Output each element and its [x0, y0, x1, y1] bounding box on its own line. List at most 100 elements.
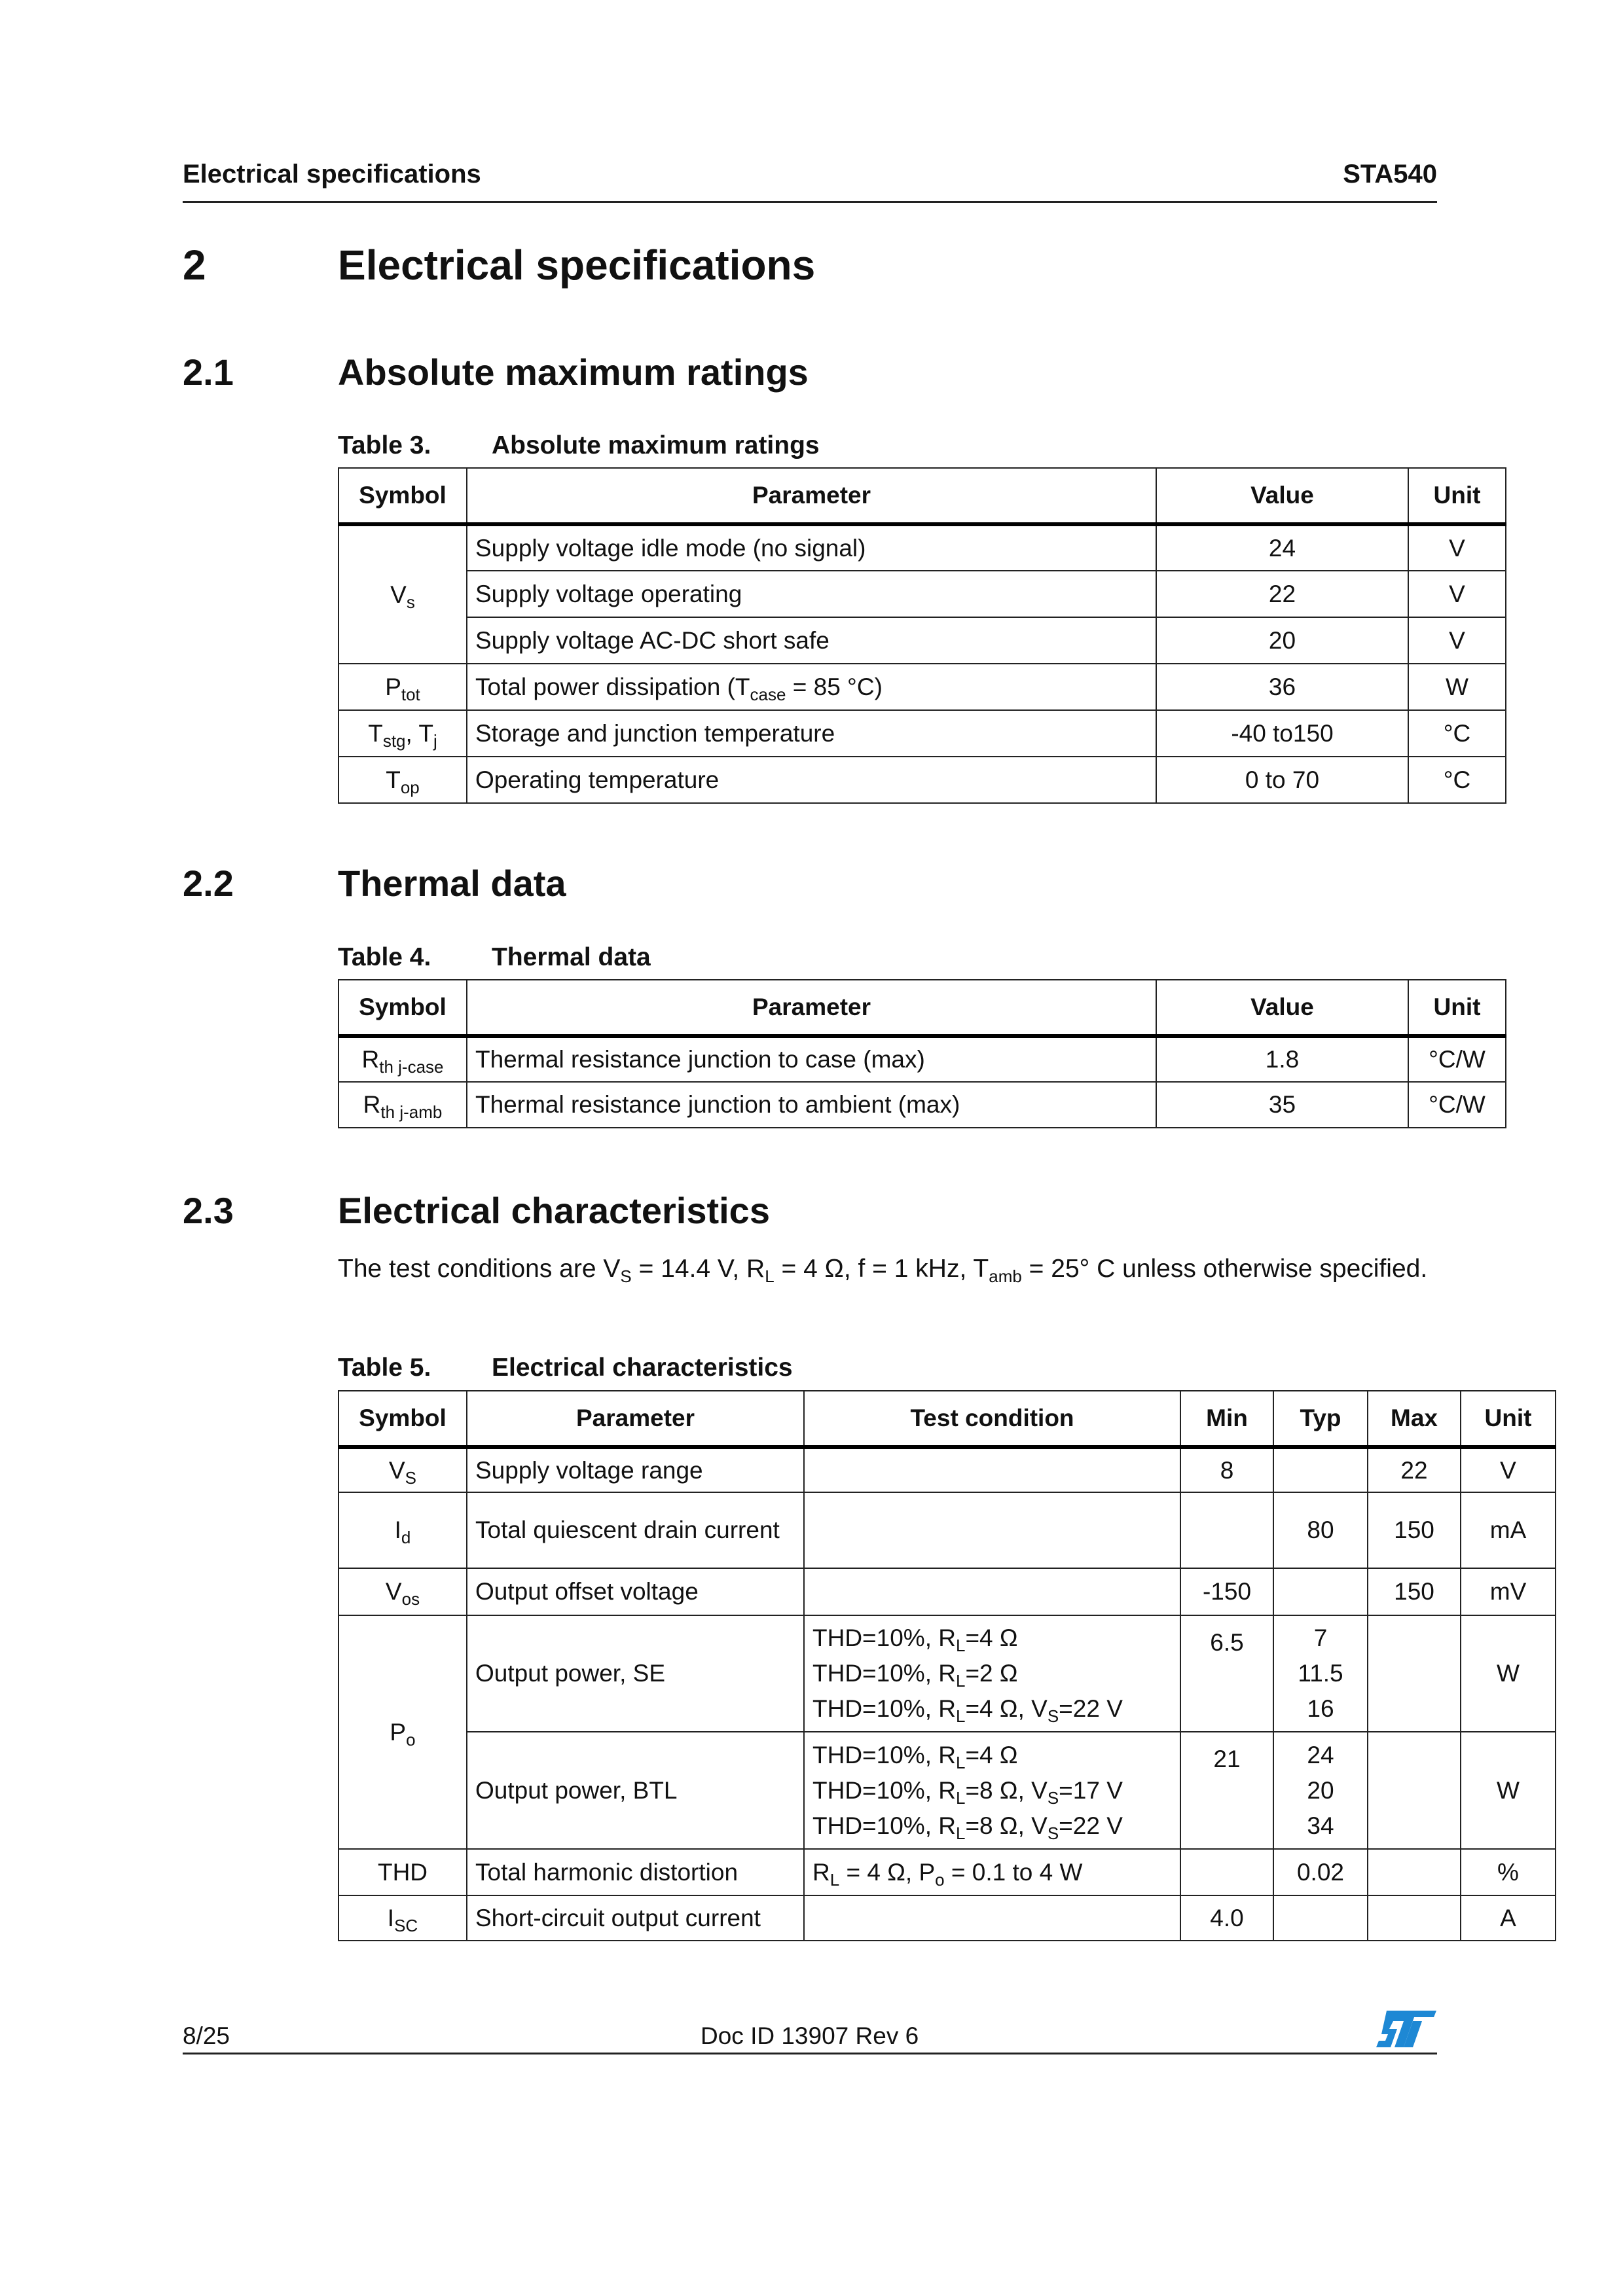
text-run: , T: [405, 719, 434, 747]
text-run: Supply voltage idle mode (no signal): [475, 534, 866, 562]
typ-value: 11.5: [1298, 1660, 1343, 1687]
unit-cell: V: [1460, 1446, 1556, 1493]
parameter-cell: Total harmonic distortion: [466, 1848, 805, 1896]
parameter-cell: Thermal resistance junction to case (max…: [466, 1035, 1157, 1083]
column-header: Symbol: [338, 979, 467, 1038]
text-run: =4 Ω: [965, 1624, 1018, 1651]
parameter-cell: Total power dissipation (Tcase = 85 °C): [466, 663, 1157, 711]
subscript: L: [830, 1869, 840, 1890]
text-run: R: [363, 1091, 381, 1118]
section-number: 2.3: [183, 1190, 234, 1231]
unit-cell: W: [1408, 663, 1506, 711]
subscript: L: [955, 1787, 966, 1808]
column-header: Unit: [1460, 1390, 1556, 1449]
text-run: Supply voltage operating: [475, 580, 742, 607]
condition-line: THD=10%, RL=4 Ω, VS=22 V: [812, 1691, 1172, 1727]
text-run: =17 V: [1059, 1776, 1123, 1804]
value-cell: 36: [1156, 663, 1409, 711]
table3-title: Absolute maximum ratings: [492, 431, 820, 459]
column-header: Typ: [1273, 1390, 1368, 1449]
condition-line: THD=10%, RL=2 Ω: [812, 1656, 1172, 1691]
subscript: SC: [394, 1915, 418, 1935]
header-rule: [183, 201, 1437, 203]
symbol-cell: ISC: [338, 1895, 467, 1941]
text-run: = 0.1 to 4 W: [944, 1858, 1083, 1886]
table-row: ISC Short-circuit output current 4.0 A: [338, 1895, 1556, 1941]
text-run: I: [387, 1904, 395, 1931]
condition-line: THD=10%, RL=4 Ω: [812, 1738, 1172, 1773]
parameter-cell: Output power, SE: [466, 1615, 805, 1732]
text-run: =22 V: [1059, 1695, 1123, 1722]
value-cell: 0 to 70: [1156, 756, 1409, 804]
unit-cell: A: [1460, 1895, 1556, 1941]
table4-title: Thermal data: [492, 943, 651, 971]
min-cell: 21: [1180, 1731, 1274, 1850]
max-cell: [1367, 1848, 1461, 1896]
unit-cell: mA: [1460, 1492, 1556, 1569]
parameter-cell: Supply voltage range: [466, 1446, 805, 1493]
parameter-cell: Supply voltage operating: [466, 570, 1157, 618]
text-run: P: [385, 673, 401, 700]
table-row: VS Supply voltage range 8 22 V: [338, 1446, 1556, 1493]
subscript: S: [620, 1266, 632, 1286]
subscript: L: [955, 1752, 966, 1772]
text-run: P: [390, 1718, 407, 1746]
table-row: Rth j-case Thermal resistance junction to…: [338, 1035, 1506, 1083]
text-run: =8 Ω, V: [965, 1776, 1048, 1804]
typ-value: 0.02: [1296, 1858, 1344, 1886]
table-row: Output power, BTL THD=10%, RL=4 Ω THD=10%,…: [338, 1731, 1556, 1850]
text-run: I: [394, 1516, 401, 1543]
chapter-title: Electrical specifications: [338, 242, 816, 289]
text-run: THD=10%, R: [812, 1695, 956, 1722]
header-row: Symbol Parameter Value Unit: [338, 467, 1506, 526]
table-row: Top Operating temperature 0 to 70 °C: [338, 756, 1506, 804]
subscript: th j-amb: [380, 1102, 443, 1122]
section-number: 2.2: [183, 863, 234, 904]
symbol-cell: Rth j-case: [338, 1035, 467, 1083]
typ-value: 16: [1307, 1695, 1334, 1722]
header-row: Symbol Parameter Value Unit: [338, 979, 1506, 1038]
test-condition-cell: [803, 1446, 1181, 1493]
parameter-cell: Total quiescent drain current: [466, 1492, 805, 1569]
subscript: j: [433, 730, 437, 751]
parameter-cell: Operating temperature: [466, 756, 1157, 804]
parameter-cell: Storage and junction temperature: [466, 709, 1157, 757]
table-row: Supply voltage AC-DC short safe 20 V: [338, 617, 1506, 664]
max-cell: [1367, 1615, 1461, 1732]
subscript: s: [406, 592, 415, 612]
typ-value: 80: [1307, 1516, 1334, 1543]
value-cell: -40 to150: [1156, 709, 1409, 757]
unit-cell: V: [1408, 617, 1506, 664]
unit-cell: °C/W: [1408, 1035, 1506, 1083]
subscript: amb: [989, 1266, 1022, 1286]
symbol-cell: Tstg, Tj: [338, 709, 467, 757]
parameter-cell: Short-circuit output current: [466, 1895, 805, 1941]
text-run: = 85 °C): [786, 673, 883, 700]
typ-value: 24: [1307, 1741, 1334, 1768]
table-row: Id Total quiescent drain current 80 150 mA: [338, 1492, 1556, 1569]
subscript: S: [1047, 1787, 1059, 1808]
column-header: Min: [1180, 1390, 1274, 1449]
table-row: Vs Supply voltage idle mode (no signal) 24…: [338, 524, 1506, 664]
symbol-cell: VS: [338, 1446, 467, 1493]
parameter-cell: Output power, BTL: [466, 1731, 805, 1850]
table4-label: Table 4.: [338, 943, 431, 971]
column-header: Unit: [1408, 467, 1506, 526]
condition-line: RL = 4 Ω, Po = 0.1 to 4 W: [812, 1855, 1172, 1890]
st-logo-icon: [1376, 2011, 1436, 2047]
subscript: L: [955, 1671, 966, 1691]
max-cell: 150: [1367, 1568, 1461, 1616]
subscript: o: [935, 1869, 945, 1890]
min-cell: 6.5: [1180, 1615, 1274, 1732]
subscript: S: [1047, 1823, 1059, 1843]
text-run: R: [812, 1858, 830, 1886]
text-run: The test conditions are V: [338, 1255, 621, 1283]
test-condition-cell: RL = 4 Ω, Po = 0.1 to 4 W: [803, 1848, 1181, 1896]
section-number: 2.1: [183, 351, 234, 393]
condition-line: THD=10%, RL=8 Ω, VS=17 V: [812, 1773, 1172, 1808]
symbol-cell: THD: [338, 1848, 467, 1896]
text-run: THD=10%, R: [812, 1660, 956, 1687]
table-row: Rth j-amb Thermal resistance junction to …: [338, 1081, 1506, 1128]
text-run: =4 Ω, V: [965, 1695, 1048, 1722]
test-conditions-paragraph: The test conditions are VS = 14.4 V, RL …: [338, 1253, 1444, 1285]
